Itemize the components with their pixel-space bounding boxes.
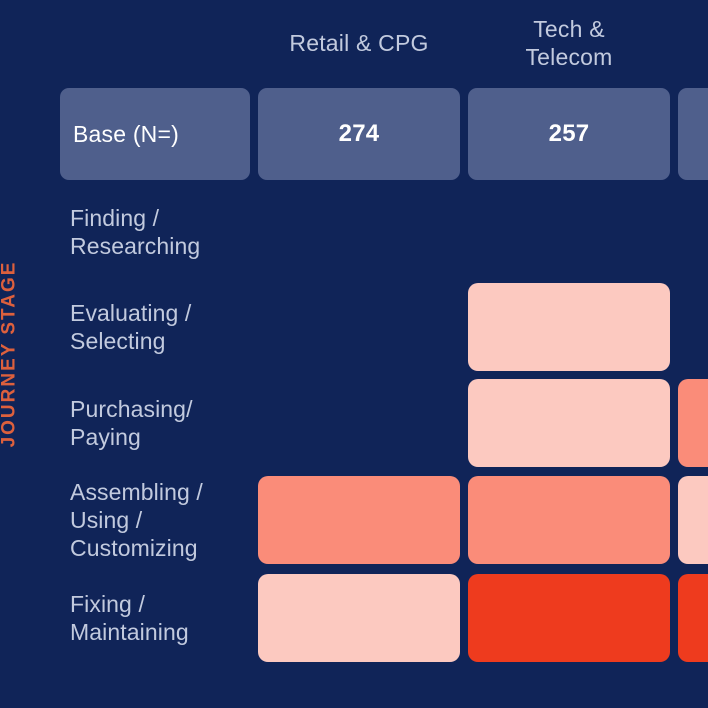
heatmap-cell-r3-c3[interactable] [678,379,708,467]
base-value-cell-3 [678,88,708,180]
vertical-axis-title-text: JOURNEY STAGE [0,260,19,448]
row-label-1: Finding / Researching [70,204,201,259]
column-header-3: E [678,6,708,80]
row-label-3: Purchasing/Paying [70,395,193,450]
heatmap-cell-r4-c3[interactable] [678,476,708,564]
heatmap-cell-r3-c2[interactable] [468,379,670,467]
heatmap-cell-r5-c1[interactable] [258,574,460,662]
base-row-label: Base (N=) [60,88,250,180]
heatmap-cell-r2-c3[interactable] [678,283,708,371]
heatmap-cell-r1-c3[interactable] [678,188,708,276]
heatmap-cell-r5-c2[interactable] [468,574,670,662]
heatmap-cell-r4-c1[interactable] [258,476,460,564]
column-header-2: Tech & Telecom [525,15,613,70]
heatmap-cell-r1-c1[interactable] [258,188,460,276]
heatmap-cell-r5-c3[interactable] [678,574,708,662]
base-value-cell-2: 257 [468,88,670,180]
column-header-1: Retail & CPG [289,29,429,56]
heatmap-cell-r3-c1[interactable] [258,379,460,467]
heatmap-cell-r2-c1[interactable] [258,283,460,371]
row-label-2: Evaluating / Selecting [70,299,192,354]
heatmap-cell-r2-c2[interactable] [468,283,670,371]
base-value-cell-1: 274 [258,88,460,180]
row-label-4: Assembling / Using / Customizing [70,478,203,562]
heatmap-cell-r4-c2[interactable] [468,476,670,564]
row-label-5: Fixing / Maintaining [70,590,189,645]
vertical-axis-title: JOURNEY STAGE [0,0,26,708]
heatmap-cell-r1-c2[interactable] [468,188,670,276]
